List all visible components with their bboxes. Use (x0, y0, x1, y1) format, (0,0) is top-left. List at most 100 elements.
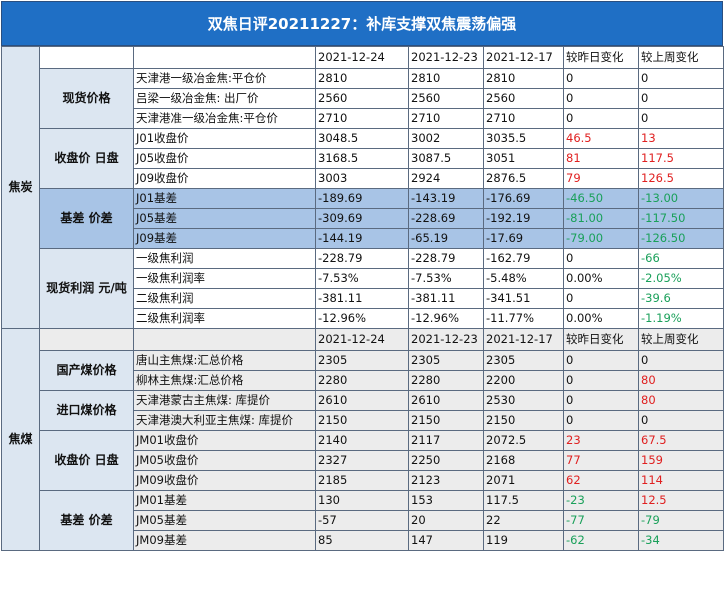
value-cell: -17.69 (483, 228, 564, 249)
table-row: 进口煤价格 天津港蒙古主焦煤: 库提价 2610 2610 2530 0 80 (2, 390, 724, 431)
value-cell: -2.05% (638, 268, 724, 289)
row-label: J09收盘价 (133, 168, 316, 189)
row-label: JM05收盘价 (133, 450, 316, 471)
row-label: 一级焦利润率 (133, 268, 316, 289)
column-header: 较昨日变化 (563, 328, 639, 351)
value-cell: 2327 (315, 450, 409, 471)
value-cell: 2123 (408, 470, 484, 491)
table-row: JM05基差 -57 20 22 -77 -79 (2, 510, 724, 531)
value-cell: 80 (638, 390, 724, 411)
column-header: 2021-12-24 (315, 46, 409, 69)
value-cell: -309.69 (315, 208, 409, 229)
header-blank-cell (133, 328, 316, 351)
table-row: J05基差 -309.69 -228.69 -192.19 -81.00 -117.50 (2, 208, 724, 229)
value-cell: 0.00% (563, 268, 639, 289)
value-cell: 0 (563, 410, 639, 431)
row-label: 天津港蒙古主焦煤: 库提价 (133, 390, 316, 411)
category-label: 焦煤 (1, 328, 40, 551)
value-cell: 13 (638, 128, 724, 149)
value-cell: 0 (638, 108, 724, 129)
value-cell: -143.19 (408, 188, 484, 209)
value-cell: -13.00 (638, 188, 724, 209)
value-cell: -7.53% (408, 268, 484, 289)
value-cell: 0 (638, 410, 724, 431)
row-label: JM05基差 (133, 510, 316, 531)
value-cell: 2200 (483, 370, 564, 391)
value-cell: -126.50 (638, 228, 724, 249)
value-cell: -7.53% (315, 268, 409, 289)
group-label: 现货价格 (39, 68, 134, 129)
value-cell: 2810 (483, 68, 564, 89)
value-cell: -46.50 (563, 188, 639, 209)
value-cell: 117.5 (638, 148, 724, 169)
value-cell: -66 (638, 248, 724, 269)
value-cell: -62 (563, 530, 639, 551)
table-row: 吕梁一级冶金焦: 出厂价 2560 2560 2560 0 0 (2, 88, 724, 109)
value-cell: 119 (483, 530, 564, 551)
value-cell: 2610 (408, 390, 484, 411)
value-cell: -144.19 (315, 228, 409, 249)
value-cell: 0 (563, 288, 639, 309)
table-row: 柳林主焦煤:汇总价格 2280 2280 2200 0 80 (2, 370, 724, 391)
value-cell: 81 (563, 148, 639, 169)
value-cell: 114 (638, 470, 724, 491)
value-cell: -39.6 (638, 288, 724, 309)
table-row: 基差 价差 J01基差 -189.69 -143.19 -176.69 -46.50 -13… (2, 188, 724, 249)
value-cell: -81.00 (563, 208, 639, 229)
row-label: J05基差 (133, 208, 316, 229)
value-cell: -79.00 (563, 228, 639, 249)
table-row: 现货价格 天津港一级冶金焦:平仓价 2810 2810 2810 0 0 (2, 68, 724, 129)
table-row: J09基差 -144.19 -65.19 -17.69 -79.00 -126.50 (2, 228, 724, 249)
table-row: 收盘价 日盘 J01收盘价 3048.5 3002 3035.5 46.5 13 (2, 128, 724, 189)
table-row: JM09收盘价 2185 2123 2071 62 114 (2, 470, 724, 491)
group-label: 进口煤价格 (39, 390, 134, 431)
value-cell: -189.69 (315, 188, 409, 209)
value-cell: 77 (563, 450, 639, 471)
header-blank-cell (39, 46, 134, 69)
header-blank-cell (133, 46, 316, 69)
value-cell: 3087.5 (408, 148, 484, 169)
data-table: 焦炭 2021-12-24 2021-12-23 2021-12-17 较昨日变化 较上周… (1, 46, 724, 551)
value-cell: 2710 (483, 108, 564, 129)
value-cell: 0 (563, 108, 639, 129)
value-cell: 2710 (315, 108, 409, 129)
value-cell: -176.69 (483, 188, 564, 209)
table-row: JM09基差 85 147 119 -62 -34 (2, 530, 724, 551)
value-cell: 2305 (408, 350, 484, 371)
header-blank-cell (39, 328, 134, 351)
value-cell: 2530 (483, 390, 564, 411)
row-label: JM01收盘价 (133, 430, 316, 451)
group-label: 收盘价 日盘 (39, 430, 134, 491)
value-cell: 153 (408, 490, 484, 511)
table-row: 一级焦利润率 -7.53% -7.53% -5.48% 0.00% -2.05% (2, 268, 724, 289)
column-header: 2021-12-17 (483, 328, 564, 351)
value-cell: 2710 (408, 108, 484, 129)
value-cell: -228.69 (408, 208, 484, 229)
category-label: 焦炭 (1, 46, 40, 329)
row-label: 一级焦利润 (133, 248, 316, 269)
value-cell: 0 (563, 390, 639, 411)
value-cell: 3168.5 (315, 148, 409, 169)
value-cell: 85 (315, 530, 409, 551)
value-cell: 3002 (408, 128, 484, 149)
column-header: 2021-12-24 (315, 328, 409, 351)
value-cell: -192.19 (483, 208, 564, 229)
value-cell: 20 (408, 510, 484, 531)
value-cell: 2560 (483, 88, 564, 109)
value-cell: -57 (315, 510, 409, 531)
value-cell: 147 (408, 530, 484, 551)
value-cell: 130 (315, 490, 409, 511)
group-label: 收盘价 日盘 (39, 128, 134, 189)
column-header: 2021-12-23 (408, 328, 484, 351)
group-label: 国产煤价格 (39, 350, 134, 391)
column-header: 2021-12-17 (483, 46, 564, 69)
value-cell: 2305 (315, 350, 409, 371)
value-cell: -5.48% (483, 268, 564, 289)
row-label: J09基差 (133, 228, 316, 249)
table-row: JM05收盘价 2327 2250 2168 77 159 (2, 450, 724, 471)
table-row: 现货利润 元/吨 一级焦利润 -228.79 -228.79 -162.79 0 -66 (2, 248, 724, 329)
value-cell: 0 (563, 68, 639, 89)
row-label: 天津港澳大利亚主焦煤: 库提价 (133, 410, 316, 431)
value-cell: 0 (563, 370, 639, 391)
value-cell: 2810 (315, 68, 409, 89)
